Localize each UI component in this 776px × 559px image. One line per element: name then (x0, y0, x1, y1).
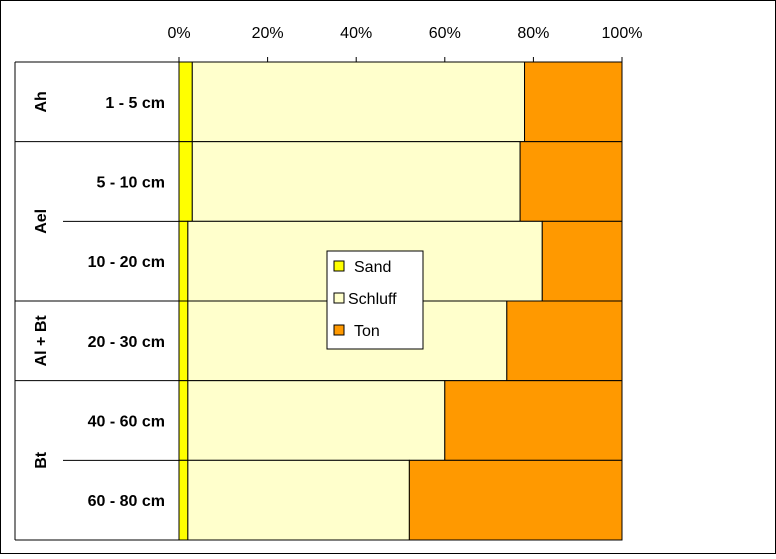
bar-ton-20-30-cm (506, 300, 623, 382)
bar-schluff-40-60-cm (187, 380, 446, 461)
group-label-ael: Ael (33, 209, 50, 234)
category-label-40-60-cm: 40 - 60 cm (88, 414, 165, 431)
legend-label-ton: Ton (354, 323, 380, 340)
legend-item-ton: Ton (333, 323, 380, 340)
legend-swatch-ton (333, 324, 345, 336)
group-label-ah: Ah (33, 91, 50, 112)
category-label-1-5-cm: 1 - 5 cm (105, 95, 165, 112)
bar-ton-60-80-cm (408, 459, 623, 541)
legend-swatch-schluff (333, 292, 345, 304)
bar-sand-20-30-cm (178, 300, 189, 382)
bar-sand-10-20-cm (178, 220, 189, 302)
bar-schluff-60-80-cm (187, 459, 410, 541)
legend-swatch-sand (333, 260, 345, 272)
x-tick-label-2: 40% (340, 25, 372, 42)
legend-label-schluff: Schluff (348, 291, 397, 308)
bar-sand-60-80-cm (178, 459, 189, 541)
x-tick-label-1: 20% (252, 25, 284, 42)
category-label-5-10-cm: 5 - 10 cm (97, 175, 165, 192)
category-label-60-80-cm: 60 - 80 cm (88, 493, 165, 510)
category-label-10-20-cm: 10 - 20 cm (88, 254, 165, 271)
bar-ton-5-10-cm (519, 141, 623, 222)
x-tick-label-4: 80% (517, 25, 549, 42)
bar-schluff-1-5-cm (191, 61, 526, 143)
legend-label-sand: Sand (354, 259, 391, 276)
x-tick-label-3: 60% (429, 25, 461, 42)
legend-item-sand: Sand (333, 259, 391, 276)
bar-ton-40-60-cm (444, 380, 623, 461)
x-tick-label-0: 0% (167, 25, 190, 42)
bar-sand-1-5-cm (178, 61, 193, 143)
labels-layer: 1 - 5 cm 5 - 10 cm 10 - 20 cm 20 - 30 cm 40 … (33, 25, 642, 510)
legend: Sand Schluff Ton (326, 250, 424, 350)
group-label-al-bt: Al + Bt (33, 315, 50, 367)
bar-ton-1-5-cm (524, 61, 623, 143)
category-label-20-30-cm: 20 - 30 cm (88, 334, 165, 351)
bar-schluff-5-10-cm (191, 141, 521, 222)
bar-sand-5-10-cm (178, 141, 193, 222)
legend-item-schluff: Schluff (333, 291, 397, 308)
group-label-bt: Bt (33, 451, 50, 469)
bar-ton-10-20-cm (541, 220, 623, 302)
bar-sand-40-60-cm (178, 380, 189, 461)
x-tick-label-5: 100% (602, 25, 643, 42)
axis-layer (14, 57, 623, 541)
